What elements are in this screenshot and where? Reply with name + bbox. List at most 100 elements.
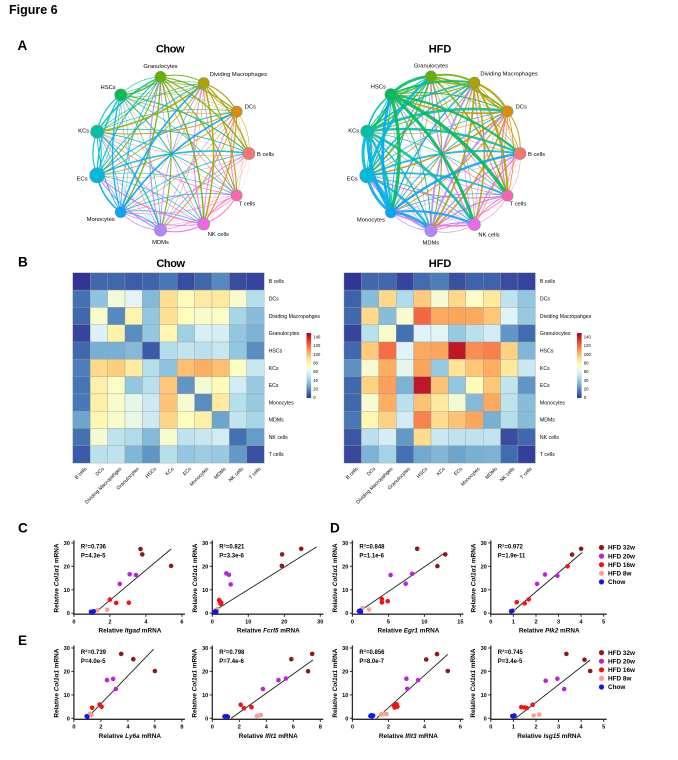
svg-text:1: 1 bbox=[512, 725, 515, 731]
svg-text:0: 0 bbox=[67, 716, 70, 722]
svg-text:Relative Col1α1 mRNA: Relative Col1α1 mRNA bbox=[53, 648, 60, 717]
svg-text:6: 6 bbox=[459, 725, 462, 731]
svg-text:0: 0 bbox=[313, 395, 316, 400]
svg-text:A: A bbox=[18, 38, 28, 53]
svg-text:Relative Fcrl5 mRNA: Relative Fcrl5 mRNA bbox=[237, 628, 300, 635]
svg-text:0: 0 bbox=[205, 611, 208, 617]
svg-text:0: 0 bbox=[67, 611, 70, 617]
svg-text:DCs: DCs bbox=[366, 466, 377, 477]
svg-text:MDMs: MDMs bbox=[423, 241, 440, 247]
svg-text:6: 6 bbox=[180, 619, 183, 625]
svg-text:KCs: KCs bbox=[540, 366, 550, 372]
svg-text:Monocytes: Monocytes bbox=[269, 400, 294, 406]
svg-text:HSCs: HSCs bbox=[101, 85, 116, 91]
svg-text:140: 140 bbox=[313, 334, 321, 339]
svg-text:HFD: HFD bbox=[429, 258, 452, 270]
svg-text:HFD 8w: HFD 8w bbox=[608, 676, 631, 683]
svg-text:1: 1 bbox=[512, 619, 515, 625]
svg-text:Chow: Chow bbox=[156, 44, 185, 56]
svg-text:10: 10 bbox=[202, 588, 208, 594]
svg-text:T cells: T cells bbox=[269, 452, 284, 458]
svg-text:2: 2 bbox=[238, 725, 241, 731]
svg-text:2: 2 bbox=[99, 725, 102, 731]
svg-text:Relative Egr1 mRNA: Relative Egr1 mRNA bbox=[377, 628, 439, 635]
svg-text:DCs: DCs bbox=[540, 297, 550, 303]
svg-text:5: 5 bbox=[387, 619, 390, 625]
svg-text:Relative Col1α1 mRNA: Relative Col1α1 mRNA bbox=[332, 648, 339, 717]
svg-text:P=1.9e-11: P=1.9e-11 bbox=[498, 554, 526, 560]
svg-text:20: 20 bbox=[281, 619, 287, 625]
svg-text:30: 30 bbox=[202, 646, 208, 652]
svg-text:10: 10 bbox=[481, 588, 487, 594]
svg-text:HSCs: HSCs bbox=[371, 85, 386, 91]
svg-text:20: 20 bbox=[64, 564, 70, 570]
svg-text:KCs: KCs bbox=[78, 129, 89, 135]
svg-text:2: 2 bbox=[387, 725, 390, 731]
svg-text:R2=0.821: R2=0.821 bbox=[219, 542, 245, 551]
svg-text:Monocytes: Monocytes bbox=[87, 217, 115, 223]
svg-text:ECs: ECs bbox=[540, 383, 550, 389]
svg-text:ECs: ECs bbox=[453, 466, 464, 477]
svg-text:P=3.3e-6: P=3.3e-6 bbox=[219, 554, 244, 560]
svg-text:30: 30 bbox=[202, 541, 208, 547]
svg-text:P=3.4e-5: P=3.4e-5 bbox=[498, 659, 523, 665]
svg-text:6: 6 bbox=[292, 725, 295, 731]
svg-text:10: 10 bbox=[245, 619, 251, 625]
svg-text:100: 100 bbox=[584, 352, 592, 357]
svg-text:ECs: ECs bbox=[269, 383, 279, 389]
svg-text:Relative Col1α1 mRNA: Relative Col1α1 mRNA bbox=[192, 648, 199, 717]
svg-text:Dividing Macropahges: Dividing Macropahges bbox=[269, 314, 321, 320]
svg-text:HFD 16w: HFD 16w bbox=[608, 562, 635, 569]
svg-text:NK cells: NK cells bbox=[269, 435, 288, 441]
svg-text:60: 60 bbox=[313, 369, 318, 374]
svg-text:P=7.4e-6: P=7.4e-6 bbox=[219, 659, 244, 665]
svg-text:R2=0.736: R2=0.736 bbox=[81, 542, 107, 551]
svg-text:8: 8 bbox=[319, 725, 322, 731]
svg-text:10: 10 bbox=[342, 693, 348, 699]
svg-text:R2=0.739: R2=0.739 bbox=[81, 647, 107, 656]
svg-text:Chow: Chow bbox=[156, 258, 185, 270]
svg-text:Relative Col1α1 mRNA: Relative Col1α1 mRNA bbox=[332, 543, 339, 612]
svg-text:Relative Ly6a mRNA: Relative Ly6a mRNA bbox=[99, 733, 162, 740]
svg-text:10: 10 bbox=[64, 588, 70, 594]
svg-text:6: 6 bbox=[153, 725, 156, 731]
svg-text:30: 30 bbox=[342, 541, 348, 547]
svg-text:20: 20 bbox=[481, 669, 487, 675]
svg-text:60: 60 bbox=[584, 369, 589, 374]
svg-text:T cells: T cells bbox=[510, 202, 527, 208]
svg-text:D: D bbox=[330, 521, 340, 536]
svg-text:P=1.1e-6: P=1.1e-6 bbox=[359, 554, 384, 560]
svg-text:KCs: KCs bbox=[269, 366, 279, 372]
svg-text:DCs: DCs bbox=[269, 297, 279, 303]
svg-text:Relative Col1α1 mRNA: Relative Col1α1 mRNA bbox=[192, 543, 199, 612]
svg-text:Relative Isg15 mRNA: Relative Isg15 mRNA bbox=[517, 733, 581, 740]
svg-text:Granulocytes: Granulocytes bbox=[414, 63, 448, 69]
svg-text:Relative Itgad mRNA: Relative Itgad mRNA bbox=[98, 628, 161, 635]
svg-text:P=4.0e-5: P=4.0e-5 bbox=[81, 659, 106, 665]
svg-text:15: 15 bbox=[457, 619, 463, 625]
svg-text:4: 4 bbox=[580, 619, 584, 625]
svg-text:Relative Col1α1 mRNA: Relative Col1α1 mRNA bbox=[470, 543, 477, 612]
svg-text:20: 20 bbox=[481, 564, 487, 570]
svg-text:4: 4 bbox=[265, 725, 269, 731]
svg-text:2: 2 bbox=[108, 619, 111, 625]
svg-text:B cells: B cells bbox=[540, 279, 556, 285]
svg-text:0: 0 bbox=[489, 619, 492, 625]
svg-text:30: 30 bbox=[342, 646, 348, 652]
svg-text:40: 40 bbox=[584, 378, 589, 383]
svg-text:ECs: ECs bbox=[347, 177, 358, 183]
svg-text:Granulocytes: Granulocytes bbox=[143, 64, 177, 70]
svg-text:Chow: Chow bbox=[608, 579, 625, 586]
svg-text:B cells: B cells bbox=[528, 152, 545, 158]
svg-text:20: 20 bbox=[584, 387, 589, 392]
svg-text:T cells: T cells bbox=[540, 452, 555, 458]
svg-text:0: 0 bbox=[205, 716, 208, 722]
svg-text:0: 0 bbox=[489, 725, 492, 731]
svg-text:Dividing Macrophages: Dividing Macrophages bbox=[210, 72, 267, 78]
svg-text:KCs: KCs bbox=[436, 466, 447, 477]
svg-text:HFD: HFD bbox=[429, 44, 452, 56]
svg-text:4: 4 bbox=[423, 725, 427, 731]
svg-text:0: 0 bbox=[484, 716, 487, 722]
svg-text:0: 0 bbox=[72, 725, 75, 731]
svg-text:0: 0 bbox=[484, 611, 487, 617]
